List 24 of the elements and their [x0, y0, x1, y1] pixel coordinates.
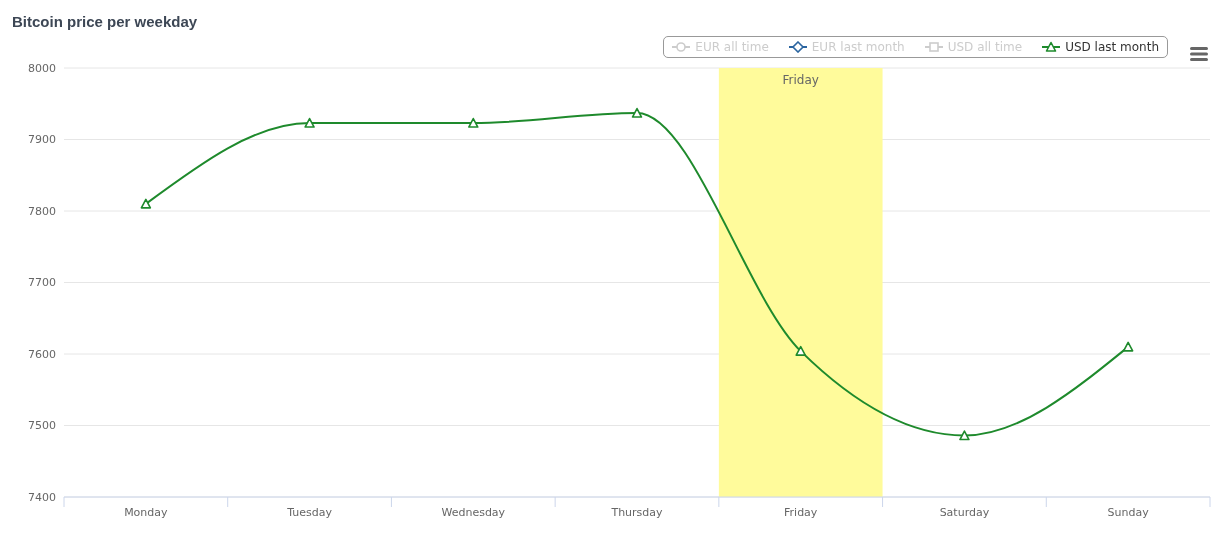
legend-label: USD last month [1065, 40, 1159, 54]
point [304, 117, 315, 128]
point [1122, 341, 1134, 352]
band-label: Friday [782, 73, 819, 87]
point [959, 430, 970, 441]
point [795, 345, 807, 356]
y-tick-label: 8000 [28, 61, 56, 75]
y-tick-label: 7700 [28, 276, 56, 290]
x-tick-label: Saturday [939, 506, 990, 519]
point [467, 117, 479, 128]
y-tick-label: 7500 [28, 419, 56, 433]
y-tick-label: 7800 [28, 204, 56, 218]
y-tick-label: 7900 [28, 133, 56, 147]
x-tick-label: Friday [784, 506, 818, 519]
x-tick-label: Tuesday [286, 506, 333, 519]
chart-title: Bitcoin price per weekday [12, 13, 198, 30]
x-tick-label: Monday [124, 506, 169, 519]
y-tick-label: 7600 [28, 347, 56, 361]
x-tick-label: Sunday [1107, 506, 1150, 519]
x-tick-label: Thursday [610, 506, 664, 519]
y-tick-label: 7400 [28, 490, 56, 504]
point [631, 107, 643, 118]
point [140, 198, 152, 209]
x-tick-label: Wednesday [441, 506, 506, 519]
